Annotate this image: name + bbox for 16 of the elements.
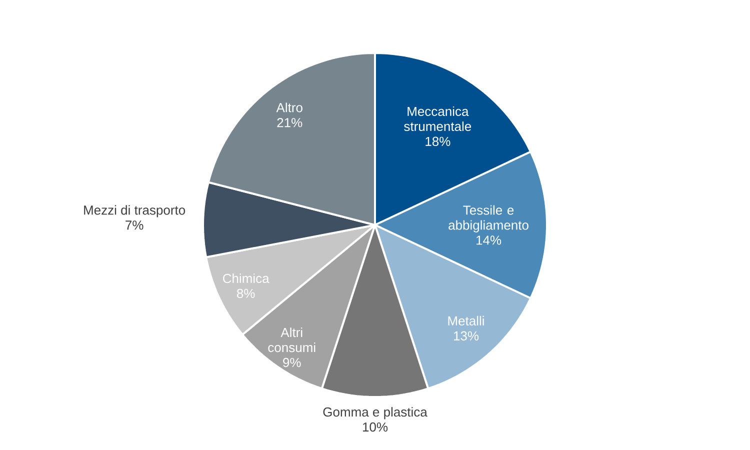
data-label: 8% [237,288,255,298]
data-label: 9% [283,358,301,368]
slice-label: Chimica [223,274,270,284]
slice-label: Tessile e abbigliamento [448,205,528,232]
slice-label: Metalli [448,316,484,326]
slice-label: Gomma e plastica [323,407,428,420]
data-label: 7% [126,220,144,230]
slice-label: Altri consumi [268,328,316,352]
slice-label: Meccanica strumentale [404,106,472,132]
data-label: 18% [426,136,450,146]
data-label: 14% [476,236,502,245]
data-label: 13% [454,331,479,340]
data-label: 21% [277,118,302,128]
data-label: 10% [362,422,388,432]
slice-label: Mezzi di trasporto [84,205,186,218]
slice-label: Altro [276,102,302,112]
